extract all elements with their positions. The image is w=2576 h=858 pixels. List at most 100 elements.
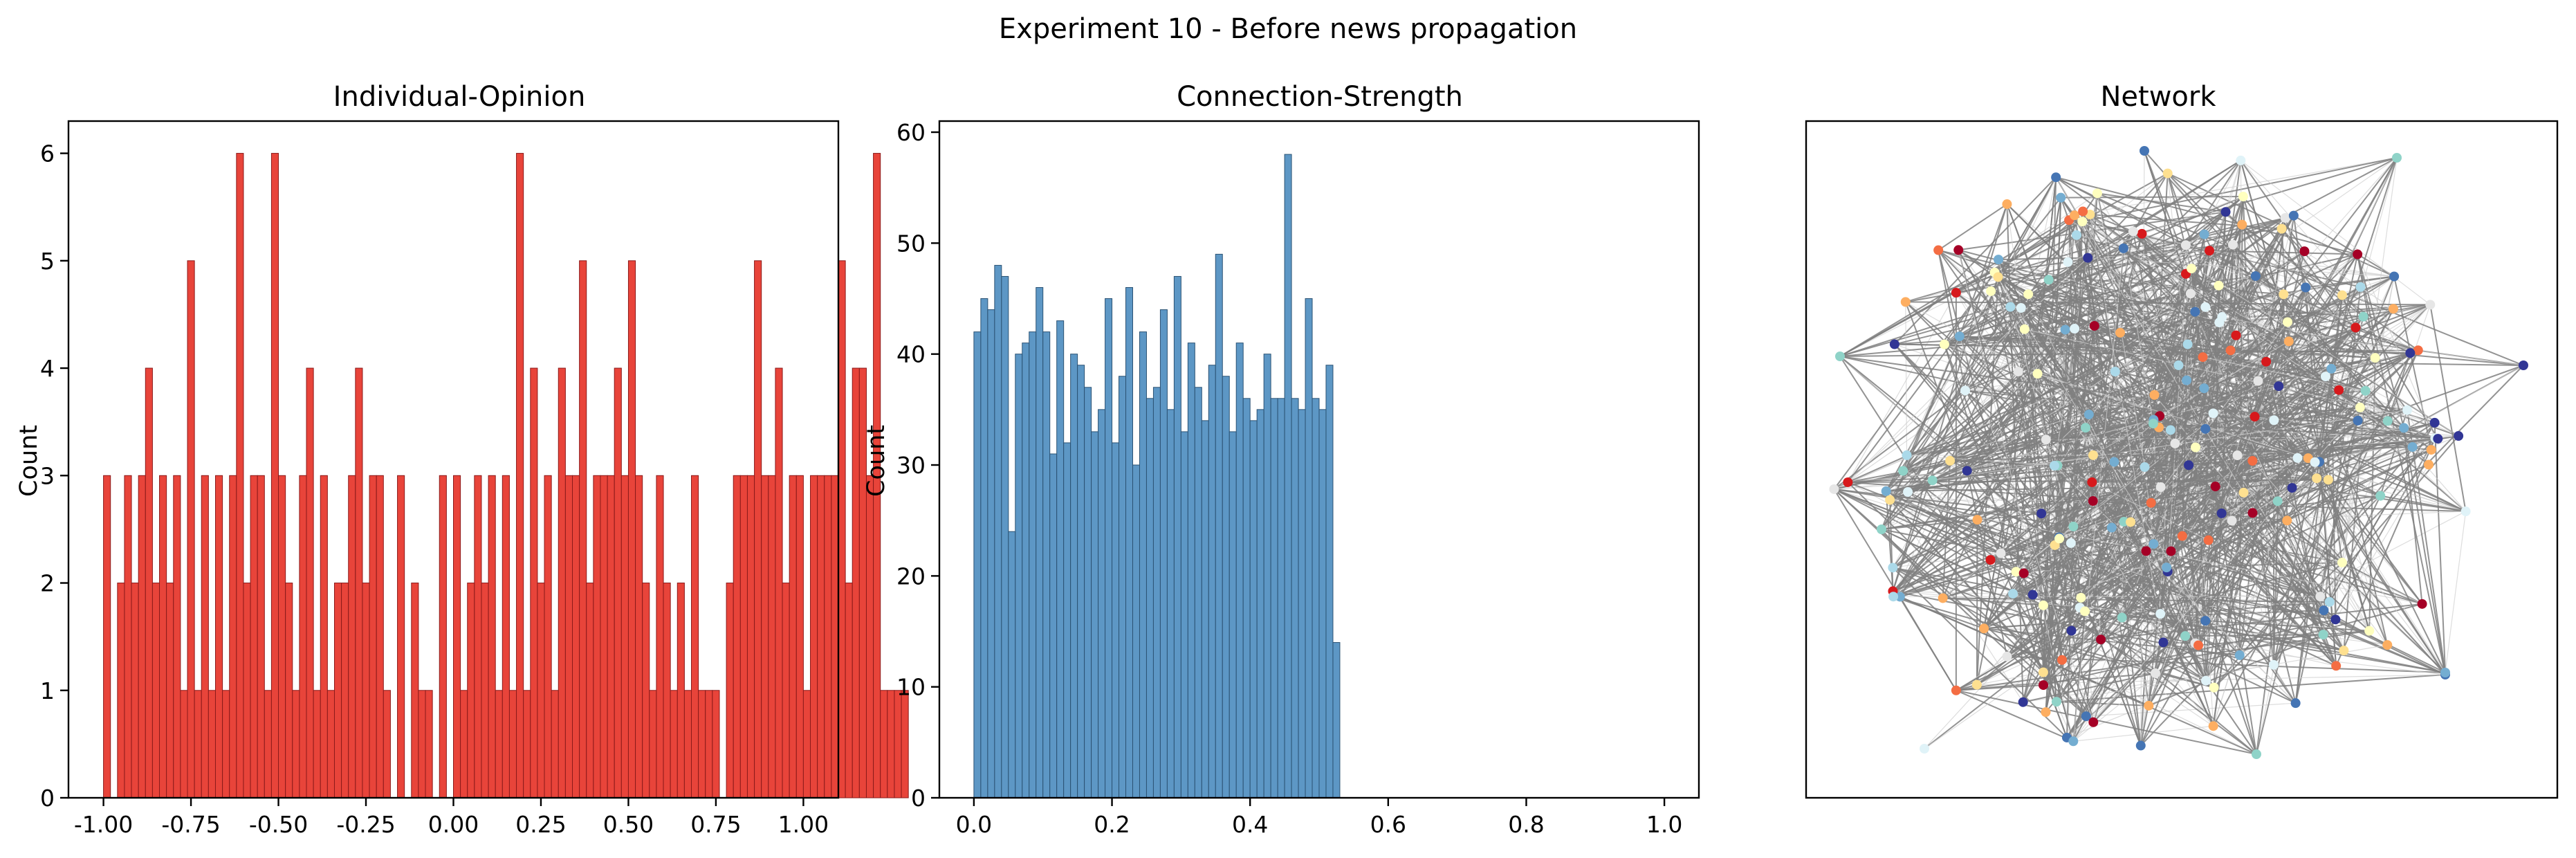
opinion-bar — [362, 583, 369, 798]
network-node — [2214, 281, 2224, 291]
network-node — [2061, 325, 2070, 334]
network-node — [2128, 226, 2138, 236]
network-node — [2337, 291, 2347, 300]
strength-bar — [1291, 399, 1298, 798]
network-node — [2227, 515, 2237, 525]
strength-bar — [1146, 399, 1153, 798]
network-node — [2217, 509, 2227, 518]
opinion-bar — [650, 691, 656, 798]
strength-bar — [1002, 276, 1009, 798]
opinion-bar — [306, 368, 313, 798]
strength-xtick-label: 0.2 — [1094, 811, 1130, 838]
network-node — [1940, 340, 1949, 349]
network-node — [2137, 229, 2146, 239]
strength-bar — [1153, 387, 1160, 798]
network-node — [2209, 408, 2218, 418]
network-node — [2186, 289, 2196, 298]
strength-ytick-label: 60 — [896, 119, 926, 146]
opinion-bar — [614, 368, 621, 798]
opinion-bar — [250, 475, 257, 798]
network-node — [2356, 282, 2366, 292]
opinion-ytick-label: 6 — [40, 140, 55, 167]
opinion-bar — [475, 475, 481, 798]
network-node — [2070, 210, 2079, 220]
strength-bar — [1285, 154, 1291, 798]
network-node — [2162, 563, 2171, 572]
network-node — [2353, 250, 2362, 259]
network-node — [2269, 660, 2279, 670]
opinion-bar — [726, 583, 733, 798]
network-node — [2204, 536, 2214, 545]
panel-title-individual-opinion: Individual-Opinion — [333, 81, 586, 113]
network-node — [2155, 609, 2165, 619]
opinion-bar — [131, 583, 138, 798]
opinion-bar — [243, 583, 250, 798]
network-node — [2281, 213, 2290, 223]
network-node — [1986, 555, 1996, 565]
strength-bar — [1105, 299, 1112, 798]
network-node — [2392, 153, 2402, 163]
strength-bar — [1243, 399, 1250, 798]
network-node — [2173, 360, 2183, 370]
opinion-xtick-label: 0.25 — [515, 811, 566, 838]
opinion-xtick-label: 0.50 — [603, 811, 654, 838]
network-node — [2334, 385, 2344, 395]
bars-connection-strength — [974, 154, 1340, 798]
network-node — [2288, 483, 2297, 493]
network-node — [2221, 207, 2231, 217]
opinion-bar — [481, 583, 488, 798]
network-edge — [1938, 204, 2007, 250]
opinion-xtick-label: -1.00 — [74, 811, 133, 838]
network-node — [1885, 495, 1895, 504]
opinion-bar — [230, 475, 237, 798]
network-node — [2274, 381, 2283, 391]
strength-bar — [1174, 276, 1181, 798]
network-node — [2353, 416, 2363, 426]
opinion-bar — [565, 475, 572, 798]
opinion-bar — [320, 475, 327, 798]
network-node — [2014, 367, 2023, 376]
network-node — [2269, 415, 2279, 425]
network-node — [2117, 613, 2127, 623]
opinion-bar — [208, 691, 215, 798]
strength-bar — [1278, 399, 1285, 798]
network-node — [2083, 253, 2092, 263]
network-node — [1843, 477, 1852, 487]
network-node — [2238, 192, 2248, 201]
network-node — [2277, 224, 2287, 234]
strength-bar — [1085, 387, 1092, 798]
opinion-bar — [831, 475, 838, 798]
opinion-bar — [264, 691, 271, 798]
network-node — [2251, 271, 2261, 281]
network-node — [2088, 450, 2098, 460]
network-node — [2008, 589, 2018, 599]
network-node — [2087, 477, 2097, 487]
strength-bar — [1312, 399, 1319, 798]
network-node — [2289, 211, 2299, 221]
opinion-bar — [412, 583, 418, 798]
network-node — [2051, 172, 2061, 182]
network-node — [2312, 473, 2321, 483]
strength-ytick-label: 20 — [896, 563, 926, 590]
network-node — [2178, 531, 2187, 541]
strength-bar — [981, 299, 988, 798]
strength-bar — [1126, 287, 1133, 798]
network-node — [2198, 352, 2208, 362]
opinion-bar — [600, 475, 607, 798]
network-node — [2233, 450, 2243, 460]
network-node — [2190, 307, 2200, 317]
network-node — [2199, 383, 2209, 393]
strength-bar — [1036, 287, 1043, 798]
ylabel-connection-strength: Count — [863, 425, 890, 497]
opinion-ytick-label: 4 — [40, 355, 55, 382]
network-node — [1901, 297, 1911, 307]
network-node — [2151, 668, 2160, 678]
network-node — [2002, 199, 2012, 209]
network-node — [2371, 353, 2380, 363]
bars-individual-opinion — [104, 154, 909, 798]
network-node — [2337, 558, 2347, 567]
network-node — [1903, 487, 1913, 497]
opinion-ytick-label: 1 — [40, 677, 55, 704]
network-node — [2350, 322, 2360, 332]
opinion-bar — [334, 583, 341, 798]
